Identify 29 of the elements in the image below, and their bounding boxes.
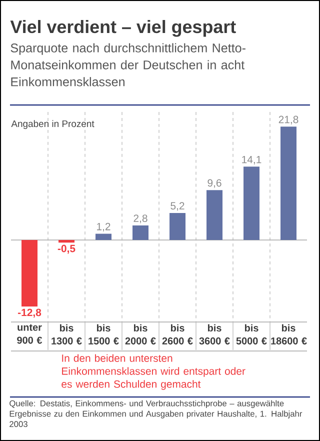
x-tick-label: bis 1500 € [88, 324, 119, 344]
bar [22, 240, 38, 307]
text: In den beiden untersten Einkommensklassen wird entspart oder es werden Schulden gemacht [62, 354, 246, 390]
source-note: Quelle: Destatis, Einkommens- und Verbrauchsstichprobe – ausgewählte Ergebnisse zu den Einkommen und Ausgaben privater Haushalte, 1. Halbjahr 2003 [10, 400, 302, 428]
data-label: -0,5 [58, 244, 76, 254]
x-tick-label: bis 1300 € [52, 324, 82, 344]
x-tick-label: bis 2000 € [125, 324, 156, 344]
bar [58, 240, 74, 243]
data-label: 5,2 [170, 202, 184, 211]
data-label: 14,1 [242, 156, 262, 164]
bar [96, 234, 112, 240]
bar [170, 212, 186, 240]
data-label: 9,6 [208, 179, 222, 188]
bar [244, 166, 260, 240]
x-tick-label: unter 900 € [17, 324, 42, 344]
chart-subtitle: Sparquote nach durchschnittlichem Netto-Monatseinkommen der Deutschen in acht Einkommensklassen [10, 43, 246, 86]
bar [280, 126, 296, 240]
annotation: Angaben in Prozent [11, 120, 94, 129]
x-tick-label: bis 3600 € [199, 324, 230, 344]
data-label: 21,8 [278, 116, 298, 124]
data-label: 1,2 [97, 222, 110, 232]
bar [206, 190, 222, 240]
x-tick-label: bis 18600 € [271, 324, 307, 344]
bar [132, 225, 148, 240]
chart-title: Viel verdient – viel gespart [10, 20, 236, 37]
data-label: -12,8 [18, 308, 42, 318]
x-tick-label: bis 5000 € [236, 324, 267, 344]
data-label: 2,8 [134, 214, 148, 224]
x-tick-label: bis 2600 € [162, 324, 193, 344]
